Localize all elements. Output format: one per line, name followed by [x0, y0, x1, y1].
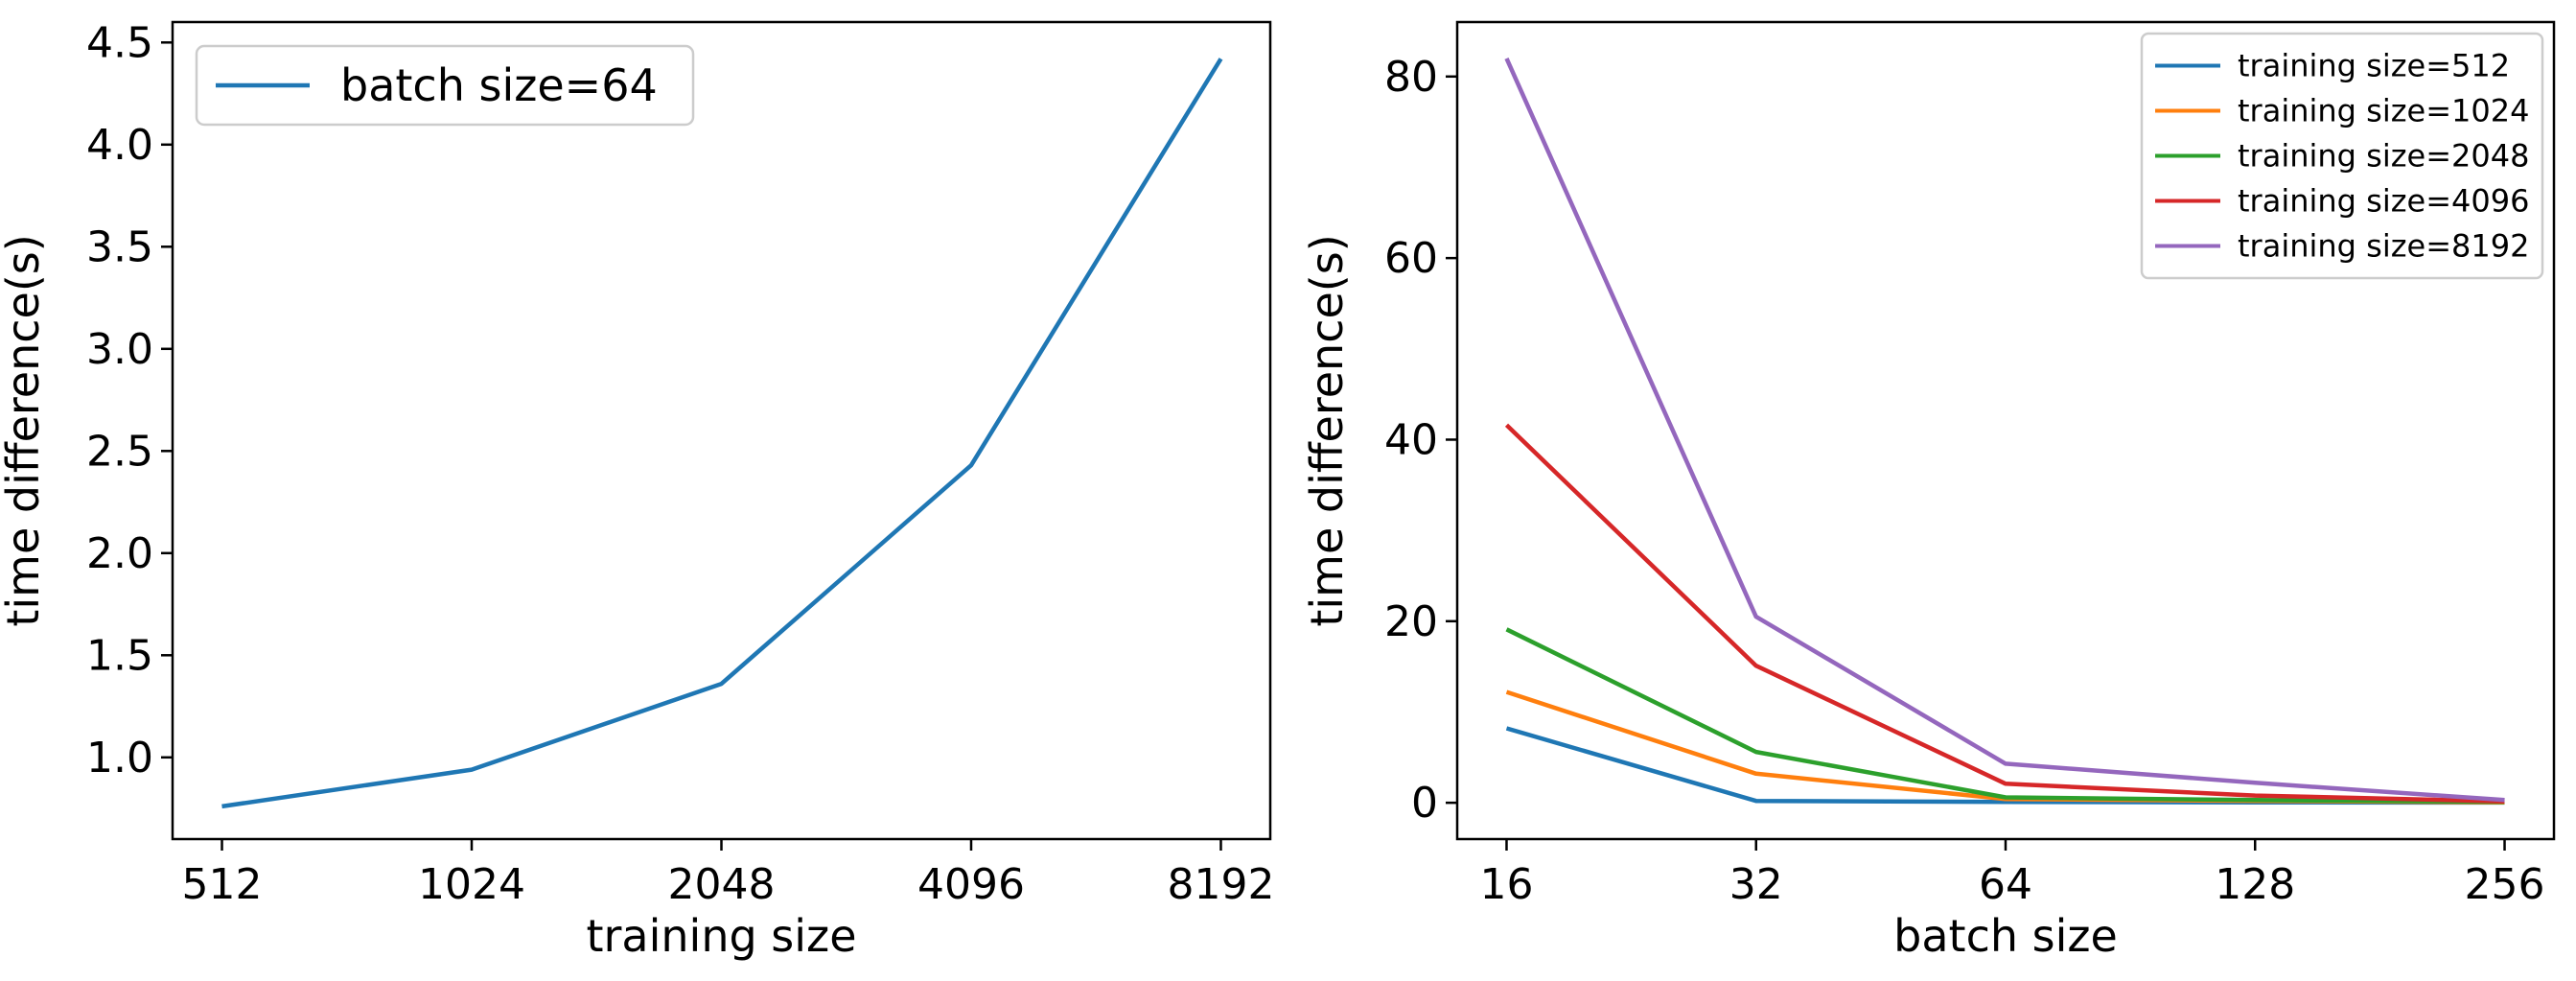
series-line-5	[1504, 57, 2505, 803]
chart-left: 1.0 1.5 2.0 2.5 3.0 3.5 4.0 4.5 512 1024 2048 4096 8…	[0, 18, 1274, 962]
series-line-1	[221, 58, 1223, 809]
legend-label: training size=8192	[2238, 228, 2529, 265]
plot-frame	[171, 20, 1272, 841]
x-tick-label: 32	[1729, 860, 1783, 909]
legend-label: training size=2048	[2238, 138, 2529, 175]
legend-label: training size=1024	[2238, 93, 2529, 129]
y-tick-label: 80	[1384, 53, 1438, 102]
legend-label: batch size=64	[340, 59, 658, 111]
plot-frame	[1455, 20, 2556, 841]
y-tick-label: 60	[1384, 234, 1438, 283]
y-tick-label: 40	[1384, 415, 1438, 464]
y-tick-label: 2.0	[86, 529, 153, 578]
x-tick-label: 64	[1979, 860, 2032, 909]
x-tick-label: 2048	[668, 860, 776, 909]
series-line-3	[1505, 627, 2505, 805]
y-tick-label: 1.5	[86, 631, 153, 680]
x-tick-label: 256	[2465, 860, 2545, 909]
y-tick-label: 4.5	[86, 18, 153, 67]
y-axis-label: time difference(s)	[1301, 234, 1353, 626]
legend-box	[195, 44, 695, 127]
x-tick-label: 16	[1479, 860, 1533, 909]
x-tick-label: 128	[2215, 860, 2295, 909]
y-tick-label: 0	[1411, 779, 1438, 828]
series-line-4	[1504, 423, 2505, 804]
chart-right: 0 20 40 60 80 16 32 64 128 256 batch size time diff…	[1301, 20, 2556, 962]
y-tick-label: 20	[1384, 597, 1438, 646]
x-tick-label: 512	[182, 860, 263, 909]
y-tick-label: 1.0	[86, 734, 153, 782]
y-tick-label: 4.0	[86, 121, 153, 170]
x-tick-label: 8192	[1167, 860, 1274, 909]
y-tick-label: 3.5	[86, 222, 153, 271]
y-axis-label: time difference(s)	[0, 234, 49, 626]
legend-label: training size=4096	[2238, 183, 2529, 220]
y-tick-label: 3.0	[86, 325, 153, 374]
x-tick-label: 4096	[917, 860, 1025, 909]
x-axis-label: batch size	[1893, 910, 2118, 962]
legend-label: training size=512	[2238, 48, 2510, 84]
legend-box	[2140, 32, 2544, 280]
x-tick-label: 1024	[418, 860, 525, 909]
x-axis-label: training size	[586, 910, 856, 962]
y-tick-label: 2.5	[86, 427, 153, 476]
